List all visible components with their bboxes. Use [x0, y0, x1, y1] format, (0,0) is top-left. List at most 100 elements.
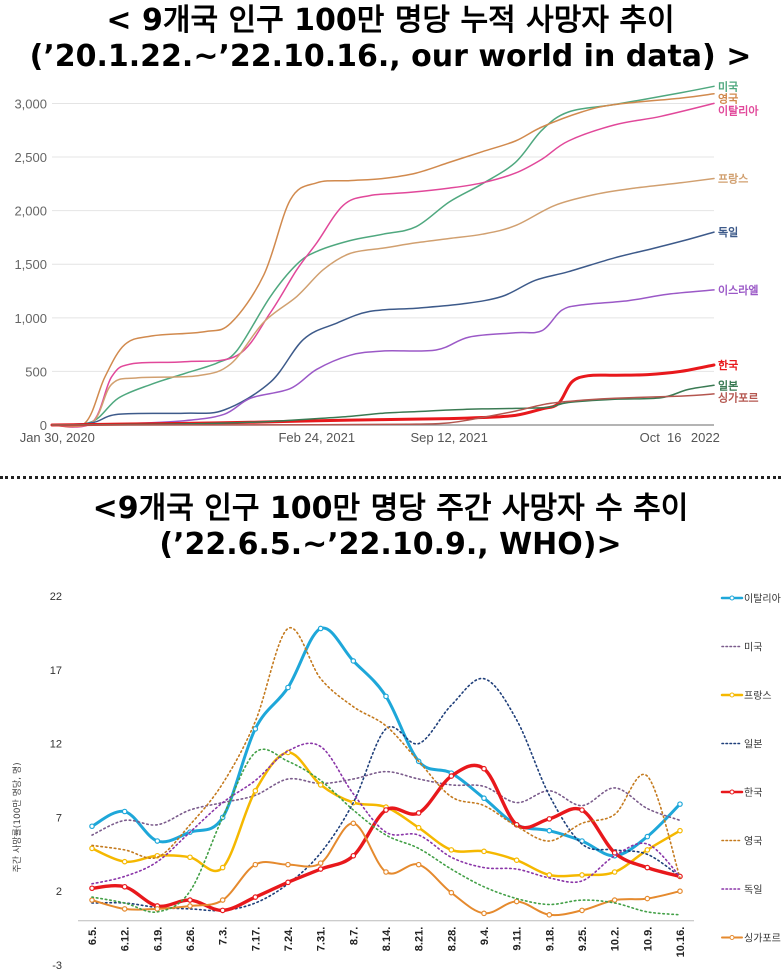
bottom-chart-title-line1: <9개국 인구 100만 명당 주간 사망자 수 추이	[92, 491, 689, 526]
data-point-싱가포르	[579, 907, 585, 914]
legend-label-프랑스: 프랑스	[744, 690, 772, 702]
legend-label-영국: 영국	[744, 836, 762, 848]
y-tick-label: 12	[50, 739, 62, 751]
x-tick-label: 8.21.	[414, 927, 426, 951]
data-point-싱가포르	[154, 906, 161, 912]
x-tick-label: 9.11.	[512, 927, 524, 951]
data-point-싱가포르	[89, 897, 95, 903]
data-point-싱가포르	[285, 861, 291, 868]
end-label-영국: 영국	[718, 92, 738, 105]
series-line-독일	[51, 231, 715, 426]
y-tick-label: 22	[50, 591, 62, 603]
legend-marker-한국	[729, 789, 735, 795]
x-tick-label: Sep 12, 2021	[411, 430, 488, 445]
x-tick-label: 6.19.	[152, 927, 164, 951]
y-tick-label: 17	[50, 665, 62, 677]
legend-marker-싱가포르	[729, 935, 735, 940]
x-tick-label: 7.31.	[316, 927, 328, 951]
data-point-한국	[415, 810, 422, 816]
data-point-싱가포르	[252, 861, 259, 868]
x-tick-label: 10.9.	[642, 927, 654, 951]
legend-label-일본: 일본	[744, 739, 762, 751]
x-tick-label: 6.5.	[87, 927, 99, 945]
data-point-프랑스	[121, 858, 128, 865]
data-point-프랑스	[89, 845, 95, 852]
data-point-싱가포르	[121, 906, 128, 912]
legend-label-싱가포르: 싱가포르	[744, 933, 781, 945]
data-point-한국	[644, 864, 651, 871]
data-point-프랑스	[611, 869, 618, 875]
data-point-싱가포르	[448, 889, 455, 896]
series-line-영국	[51, 93, 715, 428]
data-point-한국	[121, 883, 128, 890]
end-label-한국: 한국	[718, 358, 738, 372]
end-label-이스라엘: 이스라엘	[718, 283, 758, 297]
data-point-한국	[317, 866, 324, 872]
data-point-이탈리아	[350, 658, 357, 664]
data-point-이탈리아	[121, 808, 128, 815]
data-point-한국	[350, 852, 357, 859]
data-point-프랑스	[513, 857, 520, 864]
data-point-한국	[546, 816, 553, 822]
x-tick-label: Oct	[640, 430, 661, 445]
data-point-싱가포르	[611, 897, 618, 903]
data-point-프랑스	[219, 864, 226, 871]
data-point-싱가포르	[350, 820, 357, 827]
data-point-프랑스	[448, 847, 455, 853]
y-tick-label: 2	[56, 886, 62, 898]
series-line-프랑스	[51, 177, 715, 428]
data-point-싱가포르	[317, 860, 324, 866]
data-point-한국	[252, 894, 259, 900]
top-chart-title-line2: (’20.1.22.~’22.10.16., our world in data…	[29, 39, 752, 74]
data-point-한국	[611, 850, 618, 856]
y-tick-label: 3,000	[14, 96, 47, 111]
data-point-싱가포르	[383, 869, 389, 875]
data-point-프랑스	[677, 827, 683, 834]
data-point-프랑스	[252, 788, 259, 794]
data-point-한국	[481, 765, 487, 772]
x-tick-label: 7.17.	[250, 927, 262, 951]
data-point-싱가포르	[644, 895, 651, 902]
data-point-싱가포르	[187, 903, 193, 909]
series-line-이스라엘	[51, 289, 715, 426]
data-point-이탈리아	[89, 823, 95, 830]
data-point-프랑스	[546, 872, 553, 878]
data-point-한국	[89, 885, 95, 892]
x-tick-label: 8.14.	[381, 927, 393, 951]
data-point-이탈리아	[252, 726, 259, 732]
section-divider	[0, 476, 781, 479]
data-point-싱가포르	[546, 912, 553, 918]
data-point-싱가포르	[677, 888, 683, 895]
data-point-프랑스	[317, 782, 324, 788]
series-line-미국	[91, 770, 681, 836]
series-line-독일	[91, 742, 681, 885]
end-label-독일: 독일	[718, 225, 738, 239]
end-label-싱가포르: 싱가포르	[718, 390, 758, 404]
cumulative-deaths-chart: 0 500 1,000 1,500 2,000 2,500 3,000 Jan 30, 202…	[14, 79, 759, 445]
end-label-일본: 일본	[718, 378, 738, 392]
x-tick-label: 9.4.	[479, 927, 491, 945]
x-tick-label: 6.12.	[120, 927, 132, 951]
series-line-일본	[51, 384, 715, 426]
data-point-프랑스	[644, 847, 651, 853]
data-point-한국	[219, 907, 226, 914]
series-line-이스라엘	[91, 748, 681, 916]
end-label-프랑스: 프랑스	[718, 172, 748, 185]
legend-label-미국: 미국	[744, 642, 762, 654]
x-tick-label: 7.3.	[218, 927, 230, 945]
data-point-싱가포르	[481, 910, 487, 917]
legend-marker-이탈리아	[729, 595, 735, 601]
data-point-이탈리아	[154, 838, 161, 844]
series-line-일본	[91, 677, 681, 912]
x-tick-label: 2022	[691, 430, 720, 445]
data-point-이탈리아	[317, 625, 324, 632]
data-point-한국	[579, 807, 585, 813]
x-tick-label: Jan 30, 2020	[20, 430, 95, 445]
series-line-영국	[91, 627, 681, 879]
x-tick-label: 9.18.	[544, 927, 556, 951]
top-chart-title-line1: < 9개국 인구 100만 명당 누적 사망자 추이	[106, 3, 675, 38]
y-tick-label: 7	[56, 812, 62, 824]
x-tick-label: 16	[667, 430, 681, 445]
data-point-프랑스	[481, 848, 487, 855]
